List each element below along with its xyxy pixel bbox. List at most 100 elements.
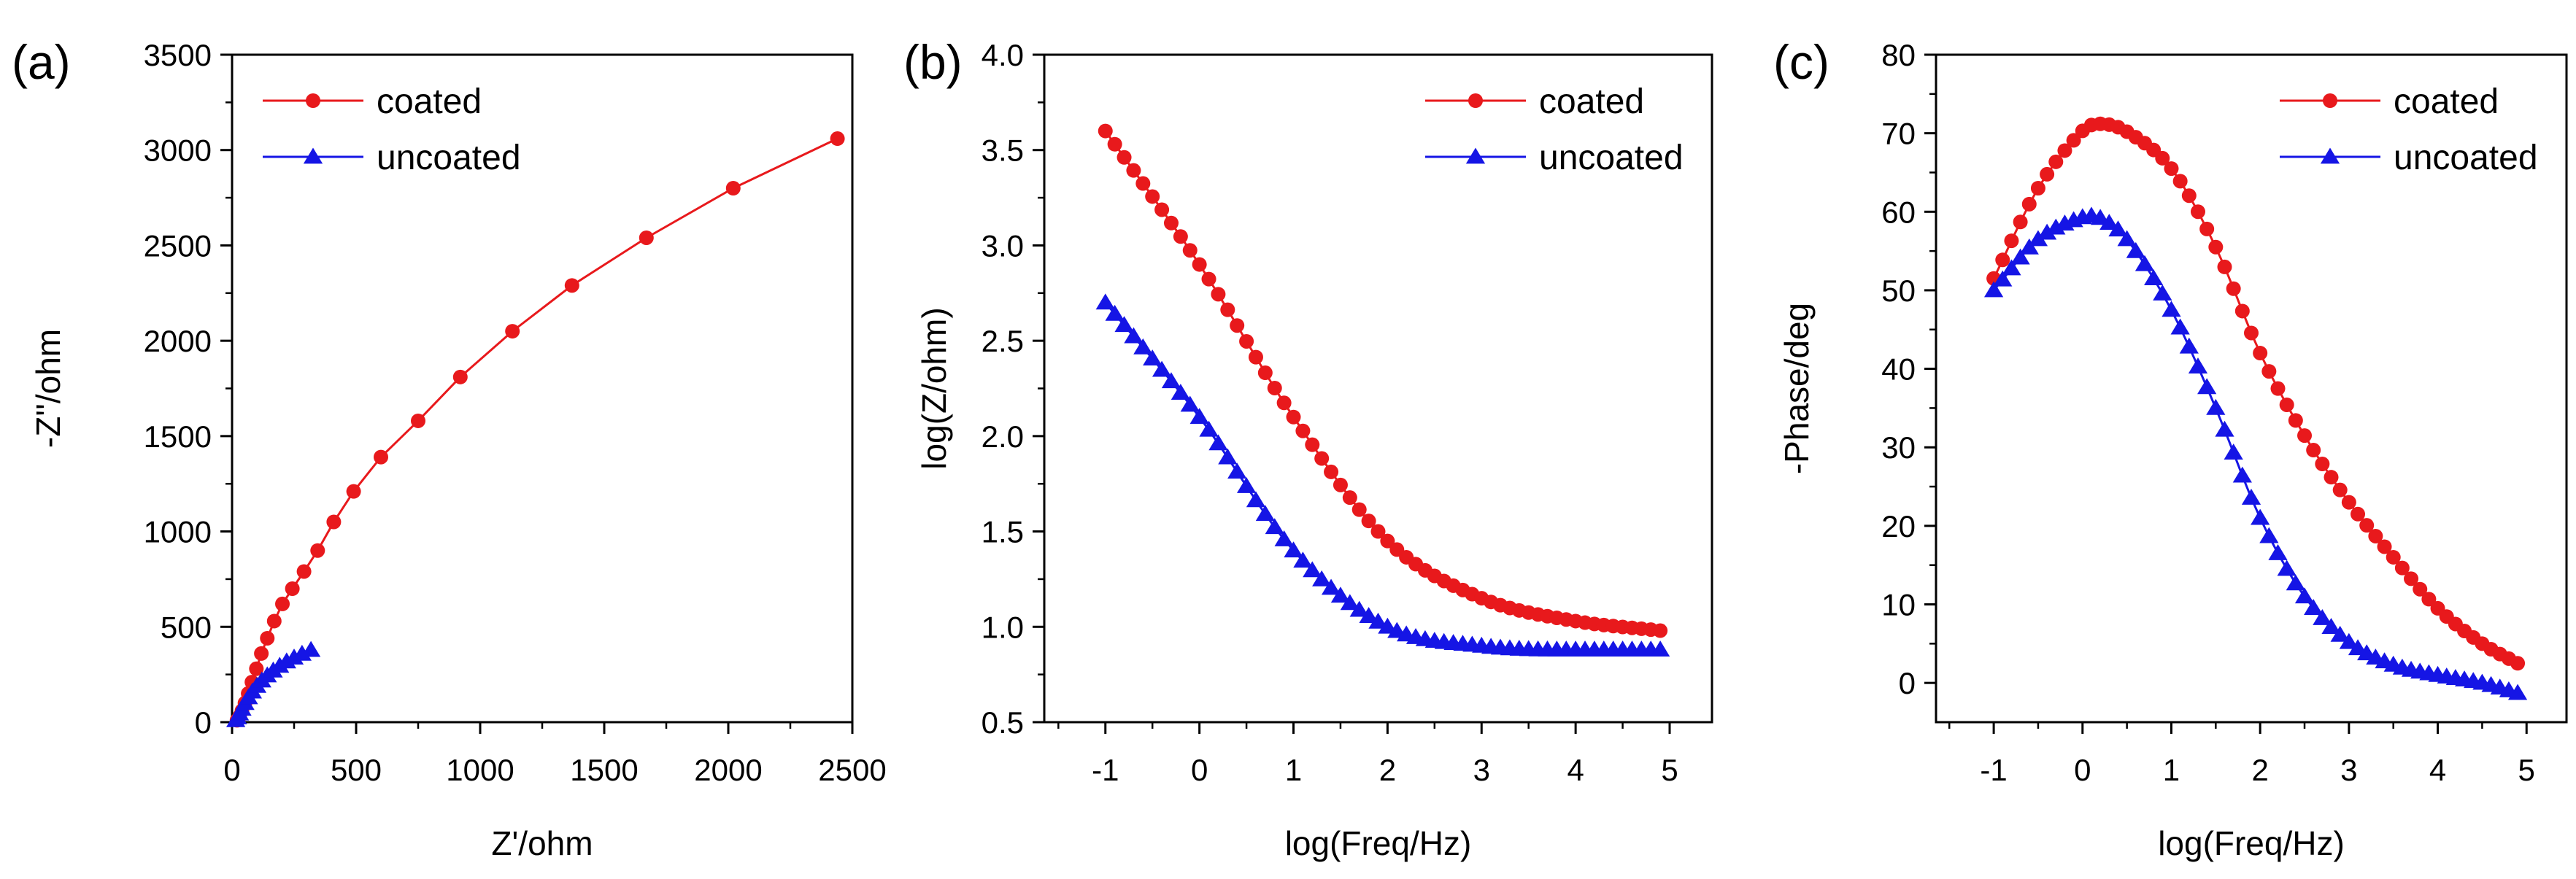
uncoated-line: [1104, 301, 1661, 651]
legend: coated uncoated: [263, 82, 521, 177]
x-tick-label: 2: [1379, 753, 1396, 787]
coated-point: [2270, 381, 2286, 396]
uncoated-point: [1284, 541, 1303, 558]
series-coated: [1986, 116, 2526, 671]
x-tick-label: 1500: [570, 753, 638, 787]
y-tick-label: 1.5: [982, 515, 1024, 549]
uncoated-point: [2179, 337, 2199, 354]
coated-point: [2057, 143, 2072, 158]
coated-point: [2190, 204, 2205, 220]
uncoated-point: [2241, 488, 2261, 505]
uncoated-point: [1293, 551, 1313, 568]
coated-point: [2021, 196, 2037, 212]
coated-point: [1230, 318, 1245, 333]
x-axis-label: Z'/ohm: [491, 824, 593, 862]
uncoated-point: [2099, 214, 2119, 230]
uncoated-point: [2197, 378, 2217, 395]
coated-point: [830, 131, 845, 147]
x-tick-label: 500: [331, 753, 382, 787]
legend-marker-circle: [2323, 93, 2337, 108]
coated-point: [2306, 443, 2321, 458]
uncoated-point: [2215, 420, 2234, 437]
coated-point: [2510, 656, 2526, 671]
uncoated-point: [1321, 578, 1341, 595]
uncoated-point: [1650, 640, 1670, 657]
legend-label: uncoated: [377, 139, 521, 177]
coated-point: [1098, 123, 1113, 139]
coated-point: [1276, 395, 1292, 411]
plot-frame: [231, 53, 854, 724]
x-tick-label: 2500: [818, 753, 886, 787]
uncoated-point: [2010, 248, 2030, 265]
y-tick-label: 500: [161, 610, 212, 644]
uncoated-point: [1095, 293, 1115, 310]
uncoated-point: [1349, 600, 1369, 617]
coated-point: [452, 369, 468, 384]
uncoated-point: [2507, 684, 2528, 700]
coated-point: [2413, 581, 2428, 597]
uncoated-point: [2144, 269, 2164, 286]
legend-marker-circle: [306, 93, 320, 108]
coated-point: [1239, 333, 1254, 349]
uncoated-point: [1161, 372, 1181, 389]
coated-point: [2341, 495, 2356, 510]
coated-point: [639, 230, 654, 245]
y-tick-label: 3.0: [982, 228, 1024, 263]
coated-point: [2288, 413, 2303, 428]
uncoated-point: [1124, 327, 1144, 344]
uncoated-point: [2188, 357, 2208, 373]
uncoated-point: [2046, 218, 2066, 235]
coated-line: [1104, 130, 1661, 632]
coated-point: [1173, 229, 1188, 244]
uncoated-point: [2294, 587, 2315, 604]
y-tick-label: 20: [1881, 509, 1916, 543]
coated-point: [505, 324, 520, 339]
coated-point: [285, 581, 300, 596]
uncoated-point: [1133, 338, 1153, 355]
coated-point: [1351, 502, 1367, 517]
coated-point: [1126, 163, 1141, 178]
uncoated-point: [2339, 632, 2359, 649]
x-tick-label: 3: [2340, 753, 2357, 787]
uncoated-point: [2108, 220, 2128, 237]
plot-frame: [1935, 53, 2568, 724]
coated-point: [249, 661, 264, 676]
uncoated-point: [2232, 466, 2252, 483]
coated-point: [374, 449, 388, 465]
coated-point: [1342, 490, 1357, 506]
y-tick-label: 3500: [144, 38, 212, 72]
coated-point: [1154, 202, 1170, 217]
uncoated-point: [1143, 349, 1162, 366]
y-tick-label: 70: [1881, 117, 1916, 151]
uncoated-point: [2153, 284, 2172, 301]
x-tick-label: 0: [1191, 753, 1208, 787]
y-tick-label: 0: [195, 705, 212, 740]
coated-point: [1220, 302, 1235, 317]
coated-point: [2394, 560, 2410, 576]
coated-point: [275, 596, 290, 611]
y-tick-label: 40: [1881, 352, 1916, 387]
uncoated-point: [2117, 230, 2137, 247]
panel-c: (c)-1 0 1 2 3 4 501020304050607080log(Freq/Hz)…: [1773, 35, 2568, 862]
coated-point: [2351, 506, 2366, 522]
coated-point: [266, 613, 282, 629]
uncoated-point: [1236, 476, 1257, 493]
coated-point: [1182, 243, 1198, 258]
y-tick-label: 0.5: [982, 705, 1024, 740]
y-tick-label: 60: [1881, 195, 1916, 229]
panel-a: (a) 0 500 1000 1500 2000 2500 0 500 1000 1500 2000 2…: [12, 35, 887, 862]
coated-point: [1314, 451, 1330, 466]
x-axis-label: log(Freq/Hz): [2158, 824, 2345, 862]
coated-point: [1370, 524, 1386, 539]
coated-point: [725, 181, 741, 195]
uncoated-point: [1255, 505, 1275, 522]
legend-marker-triangle: [1465, 147, 1486, 164]
x-tick-label: 2: [2251, 753, 2268, 787]
legend-marker-triangle: [2320, 147, 2340, 164]
uncoated-point: [1303, 561, 1322, 578]
uncoated-point: [2224, 444, 2243, 460]
uncoated-point: [1180, 395, 1200, 412]
coated-line: [236, 137, 838, 721]
coated-point: [1995, 252, 2010, 268]
